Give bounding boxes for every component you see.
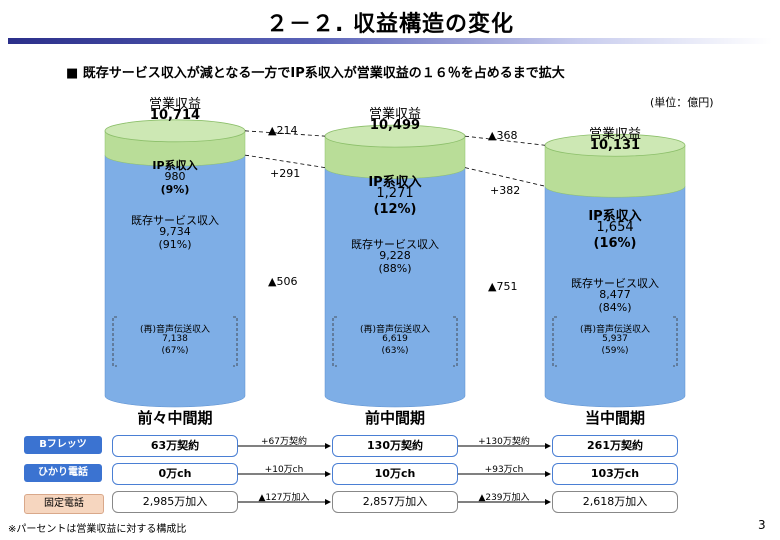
fixed-phone-diff: ▲127万加入	[258, 493, 310, 503]
period-label: 当中間期	[584, 409, 645, 427]
period-label: 前中間期	[364, 409, 425, 427]
voice-label: (再)音声伝送収入	[359, 325, 431, 335]
row-arrows	[238, 443, 551, 505]
existing-label: 既存サービス収入	[351, 238, 439, 251]
hikari-denwa-value: 0万ch	[112, 463, 238, 485]
row-label-fixed-phone: 固定電話	[24, 494, 104, 514]
voice-bracket-right	[233, 316, 238, 367]
total-change-label: ▲368	[488, 129, 518, 142]
voice-value: 6,619	[382, 334, 408, 344]
page-title: ２－２. 収益構造の変化	[265, 12, 515, 37]
total-label: 営業収益	[368, 107, 421, 122]
total-value: 10,714	[149, 108, 201, 123]
b-flets-value: 63万契約	[112, 435, 238, 457]
ip-segment	[544, 145, 686, 198]
existing-value: 9,228	[379, 249, 411, 262]
existing-value: 9,734	[159, 225, 191, 238]
fixed-phone-value: 2,618万加入	[552, 491, 678, 513]
b-flets-value: 130万契約	[332, 435, 458, 457]
ip-percent: (16%)	[593, 236, 637, 251]
existing-percent: (84%)	[598, 301, 632, 314]
hikari-denwa-diff: +93万ch	[484, 465, 524, 475]
ip-value: 1,654	[596, 220, 634, 235]
ip-value: 1,271	[376, 186, 414, 201]
ip-segment	[324, 135, 466, 179]
total-label: 営業収益	[148, 97, 201, 112]
total-change-label: ▲214	[268, 124, 298, 137]
existing-percent: (91%)	[158, 238, 192, 251]
existing-segment	[104, 154, 246, 408]
voice-label: (再)音声伝送収入	[579, 325, 651, 335]
unit-label: (単位：億円)	[650, 96, 714, 109]
existing-label: 既存サービス収入	[131, 214, 219, 227]
voice-percent: (63%)	[381, 346, 409, 356]
hikari-denwa-value: 10万ch	[332, 463, 458, 485]
hikari-denwa-diff: +10万ch	[264, 465, 304, 475]
total-connector	[244, 130, 326, 137]
ip-change-label: +382	[490, 184, 521, 197]
voice-value: 7,138	[162, 334, 188, 344]
existing-connector	[244, 154, 326, 169]
existing-segment	[544, 185, 686, 408]
voice-percent: (59%)	[601, 346, 629, 356]
b-flets-diff: +130万契約	[478, 437, 530, 447]
voice-label: (再)音声伝送収入	[139, 325, 211, 335]
voice-bracket-right	[453, 316, 458, 367]
existing-value: 8,477	[599, 288, 631, 301]
hikari-denwa-value: 103万ch	[552, 463, 678, 485]
ip-percent: (12%)	[373, 202, 417, 217]
voice-percent: (67%)	[161, 346, 189, 356]
title-underline	[8, 38, 772, 44]
voice-bracket-left	[112, 316, 117, 367]
total-value: 10,499	[369, 118, 421, 133]
page-number: 3	[758, 518, 766, 532]
cylinder-top	[104, 119, 246, 143]
ip-label: IP系収入	[368, 175, 422, 190]
existing-change-label: ▲506	[268, 275, 298, 288]
existing-percent: (88%)	[378, 262, 412, 275]
voice-value: 5,937	[602, 334, 628, 344]
fixed-phone-value: 2,857万加入	[332, 491, 458, 513]
fixed-phone-diff: ▲239万加入	[478, 493, 530, 503]
total-value: 10,131	[589, 138, 641, 153]
voice-bracket-left	[552, 316, 557, 367]
period-label: 前々中間期	[137, 409, 213, 427]
total-label: 営業収益	[588, 127, 641, 142]
ip-label: IP系収入	[152, 159, 198, 172]
ip-change-label: +291	[270, 167, 301, 180]
subtitle: ■ 既存サービス収入が減となる一方でIP系収入が営業収益の１６％を占めるまで拡大	[66, 66, 565, 81]
voice-bracket-right	[673, 316, 678, 367]
existing-segment	[324, 167, 466, 408]
voice-bracket-left	[332, 316, 337, 367]
row-label-hikari-denwa: ひかり電話	[24, 464, 102, 482]
ip-label: IP系収入	[588, 209, 642, 224]
footnote: ※パーセントは営業収益に対する構成比	[8, 524, 187, 535]
existing-label: 既存サービス収入	[571, 277, 659, 290]
existing-change-label: ▲751	[488, 280, 518, 293]
ip-percent: (9%)	[160, 183, 190, 196]
revenue-chart	[104, 119, 686, 408]
b-flets-diff: +67万契約	[261, 437, 307, 447]
b-flets-value: 261万契約	[552, 435, 678, 457]
fixed-phone-value: 2,985万加入	[112, 491, 238, 513]
ip-value: 980	[164, 170, 186, 183]
row-label-b-flets: Bフレッツ	[24, 436, 102, 454]
